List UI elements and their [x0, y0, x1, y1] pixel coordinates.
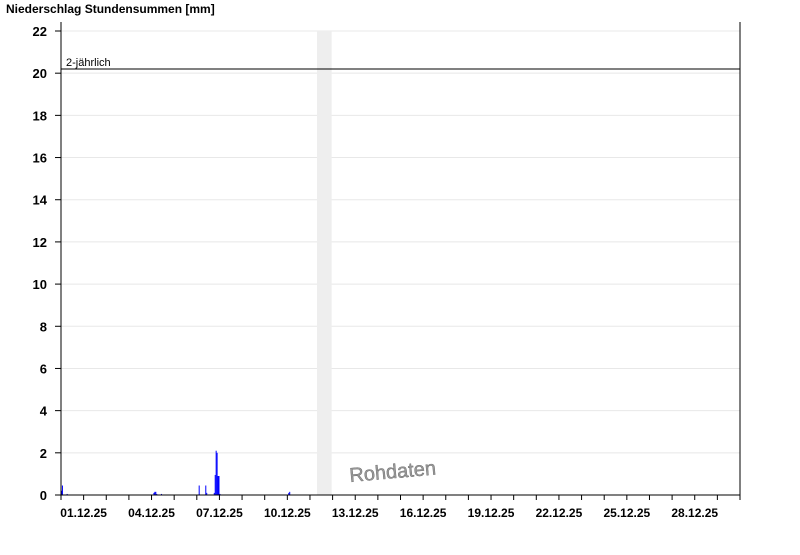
precip-bar — [61, 485, 63, 495]
x-tick-label: 22.12.25 — [536, 506, 583, 520]
y-tick-label: 10 — [33, 277, 47, 292]
precip-bar — [66, 493, 68, 495]
x-tick-label: 10.12.25 — [264, 506, 311, 520]
precip-bar — [153, 492, 155, 495]
watermark-rohdaten: Rohdaten — [349, 458, 437, 487]
y-tick-label: 20 — [33, 66, 47, 81]
precip-bar — [288, 492, 290, 495]
data-gap-band — [317, 31, 332, 495]
y-tick-label: 0 — [40, 488, 47, 503]
y-tick-label: 4 — [40, 404, 48, 419]
y-tick-label: 16 — [33, 151, 47, 166]
precip-bar — [160, 493, 162, 495]
x-tick-label: 13.12.25 — [332, 506, 379, 520]
y-tick-label: 8 — [40, 319, 47, 334]
x-tick-label: 01.12.25 — [60, 506, 107, 520]
precip-bar — [214, 474, 216, 495]
x-tick-label: 25.12.25 — [603, 506, 650, 520]
precip-bar — [216, 452, 218, 495]
y-tick-label: 18 — [33, 108, 47, 123]
y-tick-label: 14 — [33, 193, 48, 208]
precip-bar — [198, 485, 200, 495]
threshold-label: 2-jährlich — [66, 57, 111, 69]
precip-bar — [205, 485, 207, 495]
precip-bar — [218, 476, 220, 495]
precip-bar — [289, 491, 291, 495]
y-tick-label: 2 — [40, 446, 47, 461]
x-tick-label: 07.12.25 — [196, 506, 243, 520]
precip-bar — [206, 492, 208, 495]
precip-bar — [215, 450, 217, 495]
precip-bar — [155, 491, 157, 495]
chart-title: Niederschlag Stundensummen [mm] — [6, 2, 215, 16]
y-tick-label: 22 — [33, 24, 47, 39]
precip-bar — [213, 492, 215, 495]
precip-bar — [156, 493, 158, 495]
y-tick-label: 12 — [33, 235, 47, 250]
precip-bar — [219, 493, 221, 495]
x-tick-label: 04.12.25 — [128, 506, 175, 520]
y-tick-label: 6 — [40, 361, 47, 376]
precip-bar — [154, 491, 156, 495]
x-tick-label: 28.12.25 — [671, 506, 718, 520]
x-tick-label: 19.12.25 — [468, 506, 515, 520]
x-tick-label: 16.12.25 — [400, 506, 447, 520]
precip-bar — [217, 476, 219, 495]
